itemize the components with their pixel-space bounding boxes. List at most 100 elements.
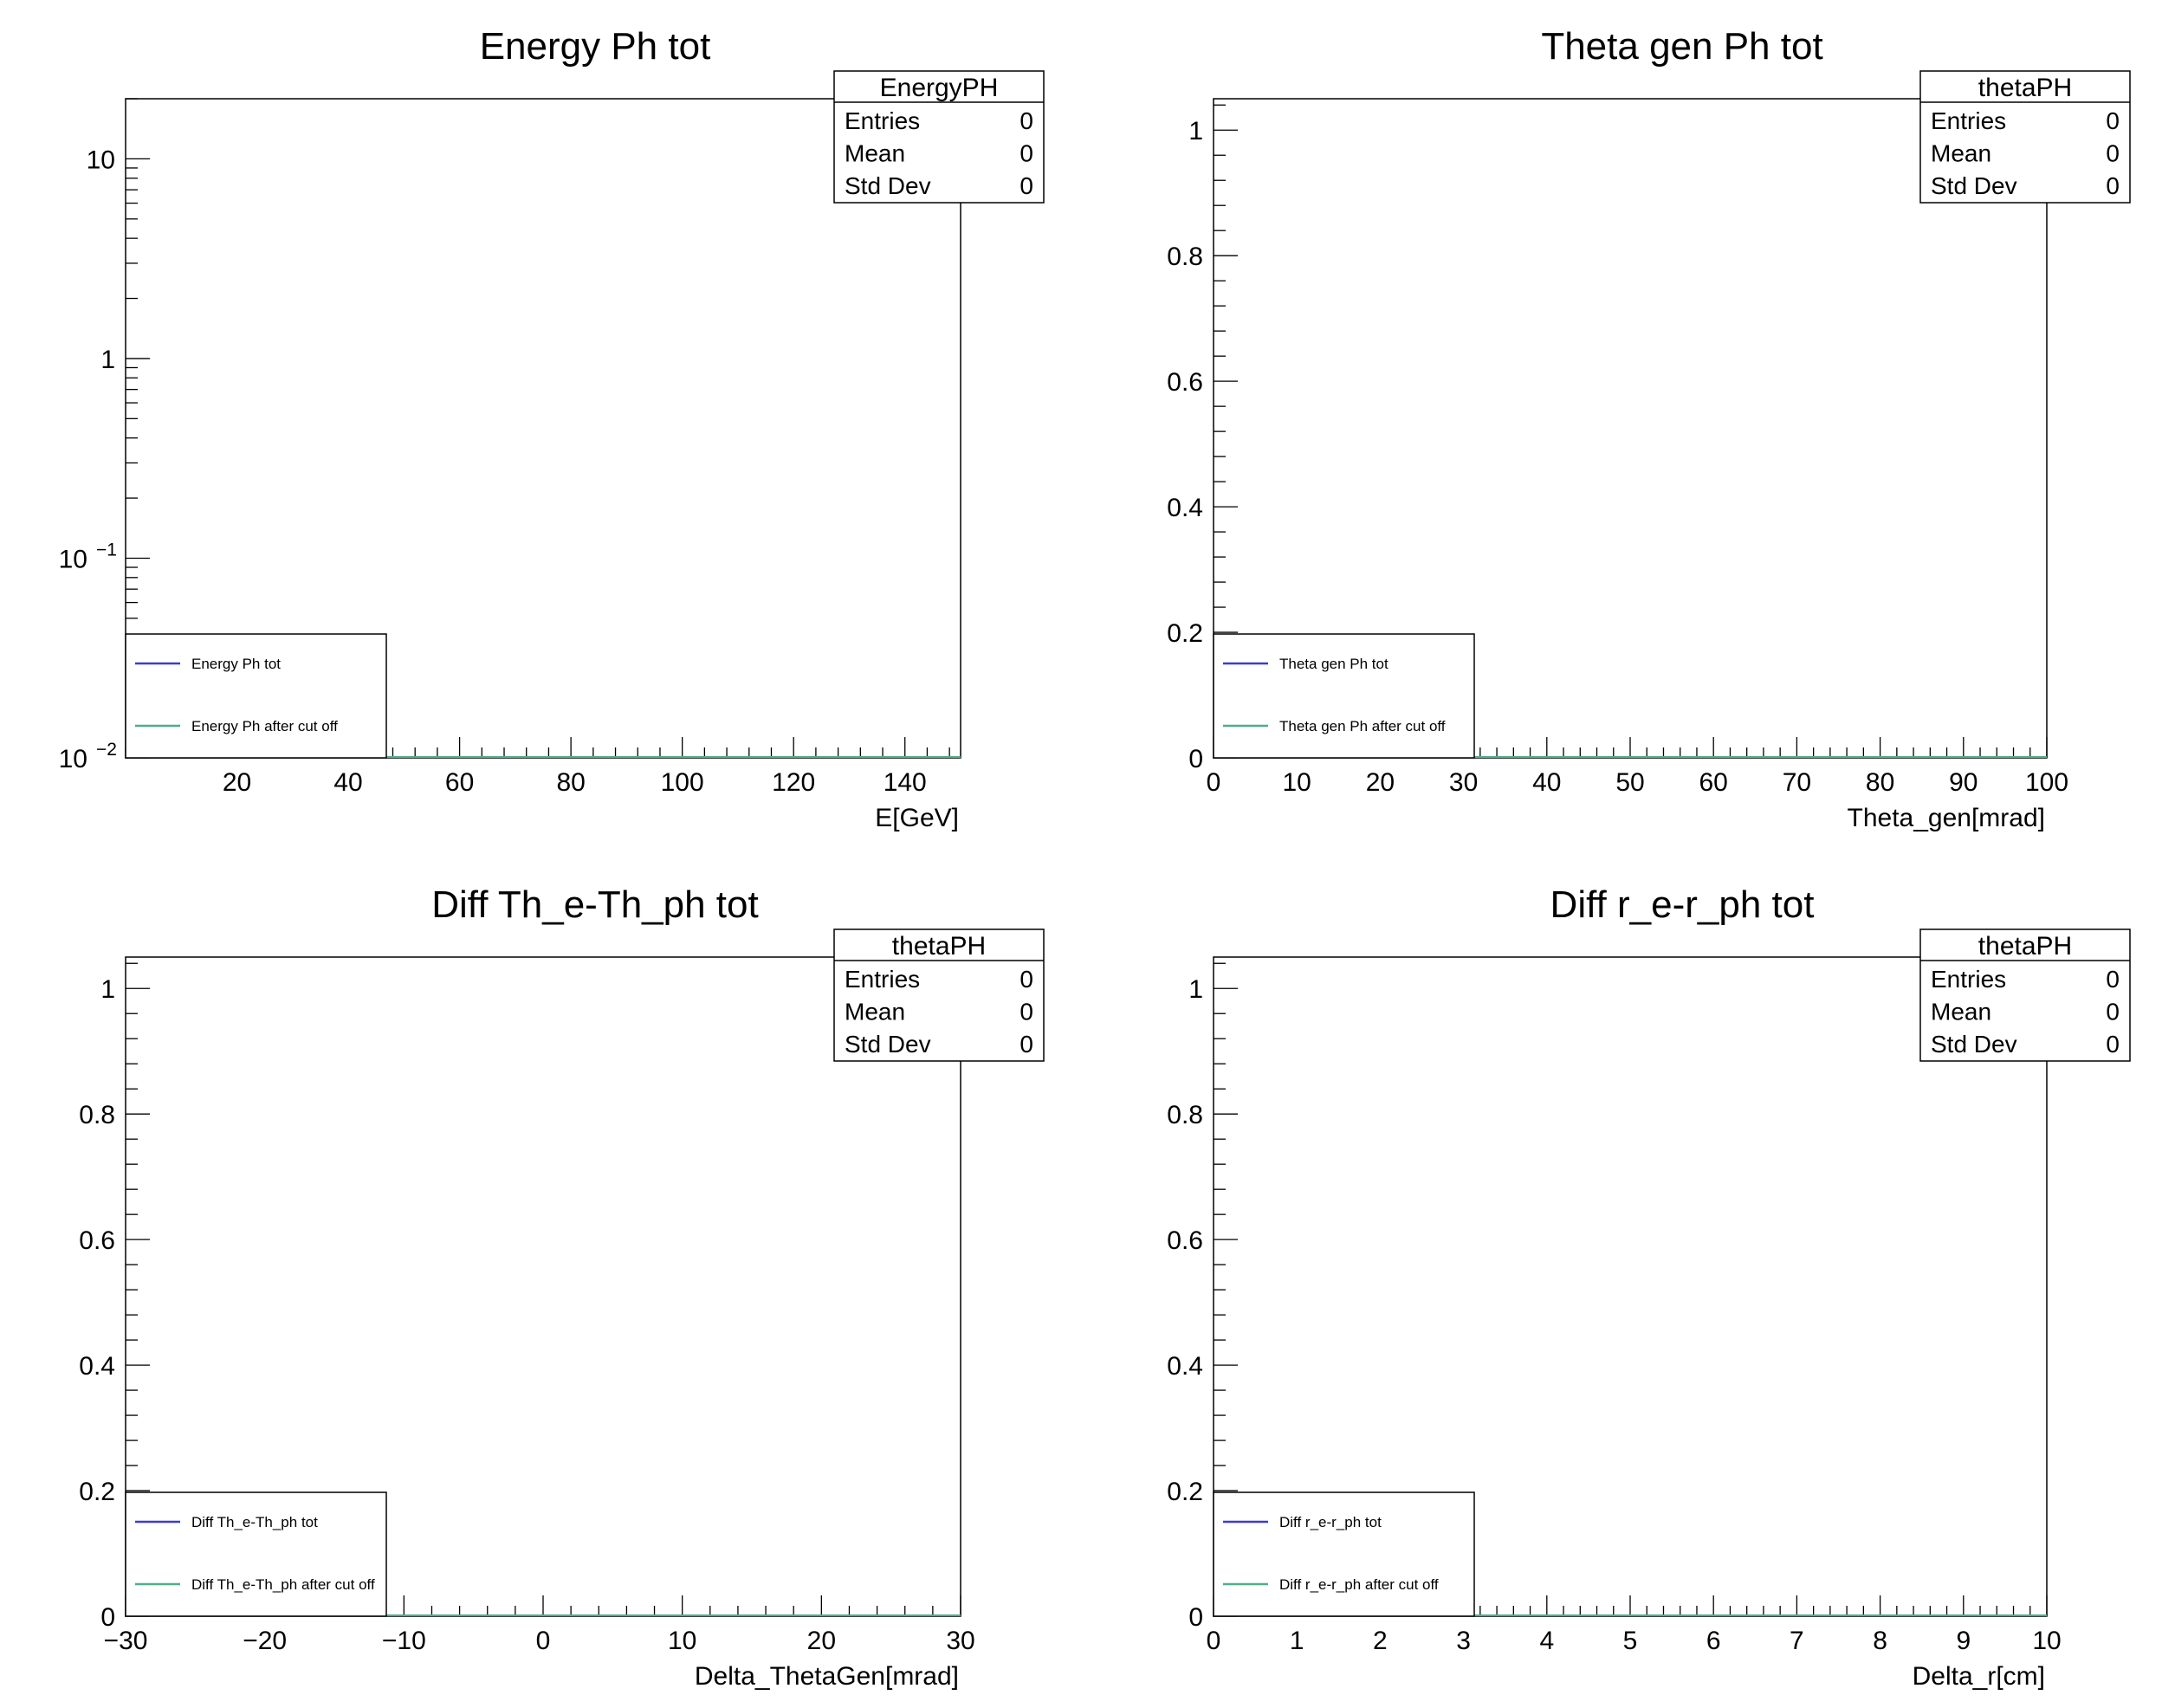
stats-value: 0 — [2106, 172, 2120, 199]
x-tick-label: 5 — [1623, 1627, 1638, 1655]
legend-box — [1213, 1491, 1475, 1617]
y-tick-label: 1 — [100, 346, 115, 374]
y-tick-label: 1 — [100, 975, 115, 1004]
x-tick-label: 10 — [1283, 768, 1311, 797]
x-tick-label: 100 — [2025, 768, 2068, 797]
y-tick-label: 0.8 — [79, 1101, 115, 1129]
stats-label: Entries — [845, 966, 920, 993]
x-tick-label: 20 — [807, 1627, 836, 1655]
x-tick-label: 50 — [1615, 768, 1644, 797]
stats-name: thetaPH — [892, 932, 986, 961]
stats-label: Entries — [845, 107, 920, 134]
x-tick-label: 10 — [2032, 1627, 2061, 1655]
x-tick-label: 30 — [946, 1627, 974, 1655]
histogram-panel-3: Diff Th_e-Th_ph tot−30 −20 −10 0 10 20 3000.20… — [79, 883, 1045, 1691]
y-tick-label: 0.4 — [79, 1352, 115, 1381]
x-tick-label: 8 — [1873, 1627, 1887, 1655]
x-axis-label: Delta_r[cm] — [1913, 1662, 2045, 1691]
x-tick-label: 10 — [668, 1627, 696, 1655]
stats-label: Mean — [845, 140, 905, 167]
x-tick-label: 0 — [1207, 768, 1221, 797]
x-tick-label: 60 — [445, 768, 474, 797]
x-tick-label: 70 — [1783, 768, 1811, 797]
legend-label: Energy Ph after cut off — [191, 718, 338, 734]
x-axis-label: Delta_ThetaGen[mrad] — [695, 1662, 959, 1691]
x-tick-label: −20 — [243, 1627, 287, 1655]
y-tick-label: 0.6 — [1167, 1226, 1203, 1255]
x-tick-label: 40 — [1532, 768, 1561, 797]
stats-box — [1919, 70, 2131, 204]
stats-label: Std Dev — [845, 172, 931, 199]
legend-box — [125, 633, 387, 759]
x-tick-label: 20 — [1366, 768, 1395, 797]
y-tick-label: 0.6 — [1167, 368, 1203, 397]
x-tick-label: 40 — [333, 768, 362, 797]
stats-value: 0 — [1020, 999, 1033, 1025]
x-tick-label: 0 — [536, 1627, 551, 1655]
y-tick-label: 0.2 — [1167, 619, 1203, 648]
y-tick-label: 0.2 — [1167, 1478, 1203, 1506]
stats-label: Mean — [845, 999, 905, 1025]
stats-box — [833, 70, 1045, 204]
x-tick-label: 2 — [1373, 1627, 1388, 1655]
x-tick-label: 80 — [556, 768, 585, 797]
stats-name: EnergyPH — [880, 74, 999, 102]
x-tick-label: 20 — [223, 768, 251, 797]
chart-title: Diff r_e-r_ph tot — [1550, 883, 1815, 926]
legend-label: Theta gen Ph after cut off — [1279, 718, 1446, 734]
legend-label: Diff Th_e-Th_ph after cut off — [191, 1576, 375, 1593]
y-tick-label: 0 — [1188, 745, 1203, 773]
x-tick-label: 3 — [1456, 1627, 1471, 1655]
x-tick-label: 100 — [661, 768, 704, 797]
x-tick-label: 4 — [1539, 1627, 1554, 1655]
stats-box — [833, 928, 1045, 1062]
stats-name: thetaPH — [1978, 74, 2072, 102]
stats-label: Mean — [1931, 999, 1991, 1025]
stats-value: 0 — [1020, 966, 1033, 993]
chart-title: Diff Th_e-Th_ph tot — [431, 883, 758, 926]
stats-value: 0 — [2106, 966, 2120, 993]
legend-label: Diff Th_e-Th_ph tot — [191, 1514, 318, 1530]
chart-title: Theta gen Ph tot — [1541, 25, 1822, 68]
y-tick-label: 0 — [1188, 1603, 1203, 1632]
stats-value: 0 — [2106, 1031, 2120, 1058]
stats-value: 0 — [2106, 140, 2120, 167]
chart-title: Energy Ph tot — [480, 25, 711, 68]
y-tick-exponent: −1 — [96, 540, 117, 560]
stats-value: 0 — [1020, 172, 1033, 199]
x-tick-label: 9 — [1956, 1627, 1971, 1655]
stats-label: Std Dev — [1931, 172, 2017, 199]
y-tick-label: 10 — [59, 745, 87, 773]
stats-value: 0 — [2106, 107, 2120, 134]
x-tick-label: 60 — [1699, 768, 1728, 797]
stats-box — [1919, 928, 2131, 1062]
y-tick-label: 0.4 — [1167, 1352, 1203, 1381]
y-tick-label: 0 — [100, 1603, 115, 1632]
y-tick-label: 10 — [59, 545, 87, 573]
x-axis-label: E[GeV] — [875, 804, 959, 832]
x-tick-label: 80 — [1866, 768, 1894, 797]
y-tick-exponent: −2 — [96, 740, 117, 760]
x-tick-label: 90 — [1949, 768, 1978, 797]
x-tick-label: 120 — [772, 768, 815, 797]
x-tick-label: 0 — [1207, 1627, 1221, 1655]
x-tick-label: 30 — [1449, 768, 1478, 797]
x-tick-label: 1 — [1290, 1627, 1304, 1655]
stats-label: Entries — [1931, 966, 2006, 993]
stats-label: Std Dev — [845, 1031, 931, 1058]
legend-label: Diff r_e-r_ph tot — [1279, 1514, 1382, 1530]
y-tick-label: 1 — [1188, 117, 1203, 146]
x-tick-label: −10 — [382, 1627, 426, 1655]
stats-value: 0 — [1020, 107, 1033, 134]
legend-box — [1213, 633, 1475, 759]
y-tick-label: 0.4 — [1167, 494, 1203, 522]
y-tick-label: 0.8 — [1167, 1101, 1203, 1129]
y-tick-label: 10 — [87, 146, 115, 174]
x-axis-label: Theta_gen[mrad] — [1848, 804, 2045, 832]
y-tick-label: 0.2 — [79, 1478, 115, 1506]
y-tick-label: 1 — [1188, 975, 1203, 1004]
